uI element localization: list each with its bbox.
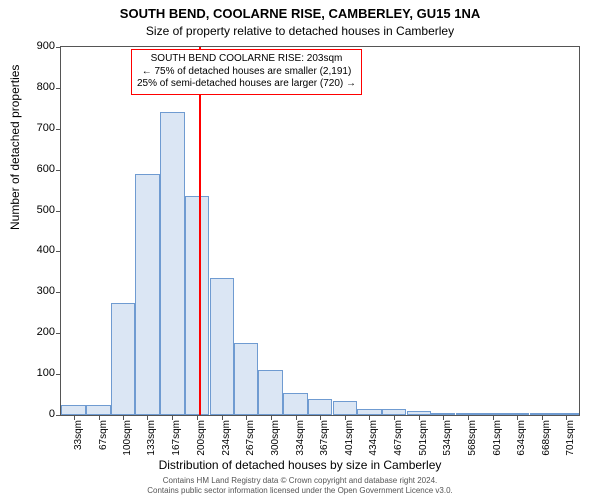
histogram-bar	[111, 303, 135, 415]
histogram-bar	[160, 112, 184, 415]
chart-subtitle: Size of property relative to detached ho…	[0, 24, 600, 38]
y-tick-label: 200	[15, 326, 55, 338]
histogram-bar	[357, 409, 381, 415]
y-tick-label: 900	[15, 40, 55, 52]
annotation-box: SOUTH BEND COOLARNE RISE: 203sqm← 75% of…	[131, 49, 362, 95]
histogram-bar	[86, 405, 110, 415]
histogram-bar	[135, 174, 159, 415]
y-tick-label: 700	[15, 122, 55, 134]
histogram-bar	[61, 405, 85, 415]
histogram-bar	[258, 370, 282, 415]
y-tick-label: 0	[15, 408, 55, 420]
y-tick-label: 800	[15, 81, 55, 93]
histogram-bar	[505, 413, 529, 415]
histogram-bar	[210, 278, 234, 415]
histogram-bar	[185, 196, 209, 415]
histogram-bar	[554, 413, 578, 415]
histogram-bar	[456, 413, 480, 415]
reference-line	[199, 47, 201, 415]
attribution-line: Contains public sector information licen…	[0, 486, 600, 496]
histogram-bar	[333, 401, 357, 415]
y-tick-label: 600	[15, 163, 55, 175]
histogram-bar	[283, 393, 307, 415]
annotation-line: ← 75% of detached houses are smaller (2,…	[137, 66, 356, 79]
y-tick-label: 400	[15, 244, 55, 256]
annotation-line: SOUTH BEND COOLARNE RISE: 203sqm	[137, 53, 356, 66]
histogram-bar	[530, 413, 554, 415]
histogram-bar	[234, 343, 258, 415]
histogram-bar	[431, 413, 455, 415]
histogram-bar	[382, 409, 406, 415]
annotation-line: 25% of semi-detached houses are larger (…	[137, 78, 356, 91]
property-size-chart: SOUTH BEND, COOLARNE RISE, CAMBERLEY, GU…	[0, 0, 600, 500]
attribution-text: Contains HM Land Registry data © Crown c…	[0, 476, 600, 495]
histogram-bar	[480, 413, 504, 415]
attribution-line: Contains HM Land Registry data © Crown c…	[0, 476, 600, 486]
y-tick-label: 300	[15, 285, 55, 297]
y-tick-label: 100	[15, 367, 55, 379]
histogram-bar	[308, 399, 332, 415]
plot-area: SOUTH BEND COOLARNE RISE: 203sqm← 75% of…	[60, 46, 580, 416]
histogram-bar	[407, 411, 431, 415]
chart-title: SOUTH BEND, COOLARNE RISE, CAMBERLEY, GU…	[0, 6, 600, 21]
y-tick-label: 500	[15, 204, 55, 216]
x-axis-label: Distribution of detached houses by size …	[0, 458, 600, 472]
